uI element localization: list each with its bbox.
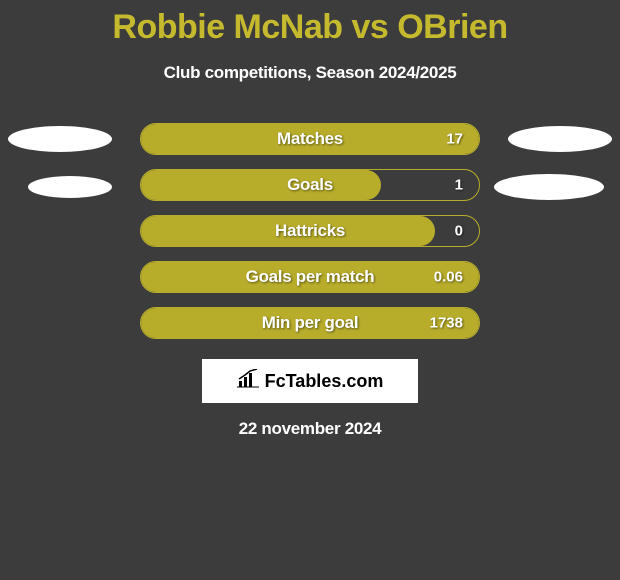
stat-value: 0	[455, 223, 463, 240]
stat-bar: Hattricks 0	[140, 215, 480, 247]
stat-label: Hattricks	[275, 221, 345, 241]
stat-value: 1738	[430, 315, 463, 332]
stat-bar: Min per goal 1738	[140, 307, 480, 339]
stat-row: Hattricks 0	[0, 215, 620, 247]
stat-rows: Matches 17 Goals 1 Hattricks 0 Goals per match…	[0, 123, 620, 339]
stat-label: Goals	[287, 175, 333, 195]
decor-ellipse	[8, 126, 112, 152]
chart-icon	[237, 369, 259, 394]
subtitle: Club competitions, Season 2024/2025	[0, 63, 620, 83]
stat-row: Min per goal 1738	[0, 307, 620, 339]
stat-row: Goals per match 0.06	[0, 261, 620, 293]
stat-bar-fill	[141, 170, 381, 200]
stat-bar: Goals per match 0.06	[140, 261, 480, 293]
decor-ellipse	[508, 126, 612, 152]
page-title: Robbie McNab vs OBrien	[0, 0, 620, 47]
stat-value: 17	[446, 131, 463, 148]
decor-ellipse	[28, 176, 112, 198]
stat-bar: Goals 1	[140, 169, 480, 201]
logo-text: FcTables.com	[265, 371, 384, 392]
date-text: 22 november 2024	[0, 419, 620, 439]
stat-value: 1	[455, 177, 463, 194]
stat-label: Goals per match	[246, 267, 375, 287]
stat-label: Min per goal	[262, 313, 359, 333]
stat-label: Matches	[277, 129, 343, 149]
stat-bar: Matches 17	[140, 123, 480, 155]
decor-ellipse	[494, 174, 604, 200]
stat-value: 0.06	[434, 269, 463, 286]
fctables-logo[interactable]: FcTables.com	[202, 359, 418, 403]
